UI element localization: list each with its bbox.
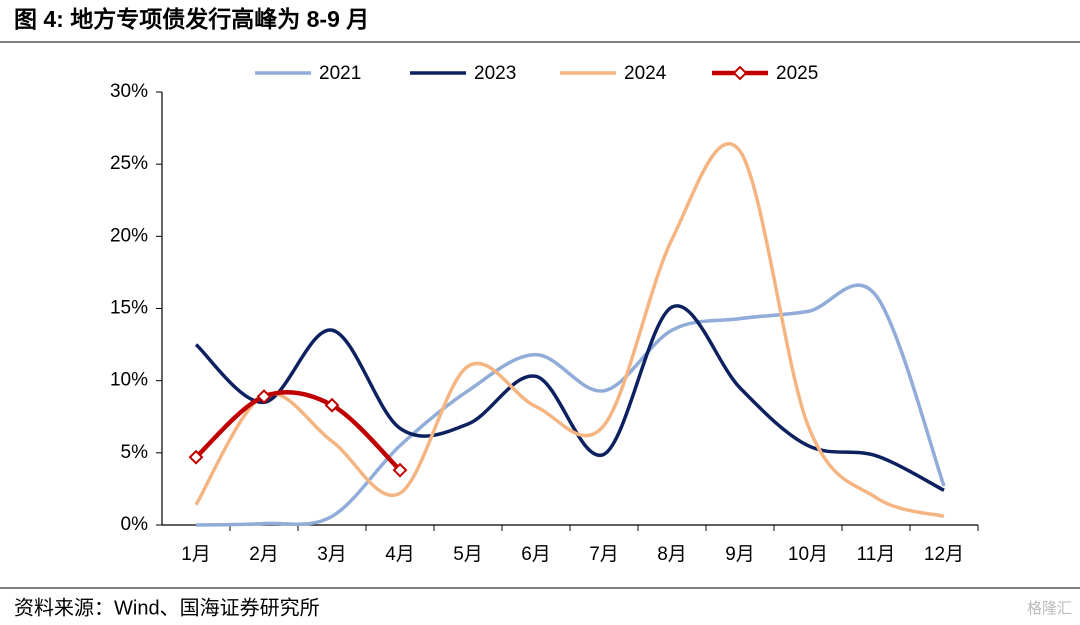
line-series xyxy=(195,283,946,527)
y-tick-label: 25% xyxy=(110,153,148,174)
legend-label: 2021 xyxy=(319,63,361,84)
source: 资料来源：Wind、国海证券研究所 xyxy=(14,596,320,619)
legend-label: 2023 xyxy=(474,63,516,84)
marker xyxy=(392,462,408,478)
y-tick-label: 0% xyxy=(121,514,149,535)
line-series xyxy=(194,304,945,492)
y-tick-label: 5% xyxy=(121,442,149,463)
x-tick-label: 6月 xyxy=(521,544,551,565)
marker xyxy=(256,389,272,404)
chart-title: 图 4: 地方专项债发行高峰为 8-9 月 xyxy=(14,6,369,32)
x-tick-label: 8月 xyxy=(657,544,687,565)
y-tick-label: 15% xyxy=(110,298,148,319)
watermark: 格隆汇 xyxy=(1027,600,1072,617)
x-tick-label: 9月 xyxy=(725,544,755,565)
marker xyxy=(324,397,340,413)
x-tick-label: 1月 xyxy=(181,544,211,565)
line-series xyxy=(194,142,945,519)
x-tick-label: 10月 xyxy=(788,544,828,565)
y-tick-label: 20% xyxy=(110,225,148,246)
marker xyxy=(188,449,204,465)
x-tick-label: 7月 xyxy=(589,544,619,565)
y-tick-label: 10% xyxy=(110,370,148,391)
legend-label: 2025 xyxy=(776,63,818,84)
x-tick-label: 5月 xyxy=(453,544,483,565)
x-tick-label: 4月 xyxy=(385,544,415,565)
x-tick-label: 12月 xyxy=(924,544,964,565)
y-tick-label: 30% xyxy=(110,81,148,102)
x-tick-label: 3月 xyxy=(317,544,347,565)
x-tick-label: 11月 xyxy=(857,544,896,565)
legend-marker xyxy=(732,65,748,81)
legend-label: 2024 xyxy=(624,63,667,84)
line-series xyxy=(194,389,402,472)
x-tick-label: 2月 xyxy=(249,544,279,565)
